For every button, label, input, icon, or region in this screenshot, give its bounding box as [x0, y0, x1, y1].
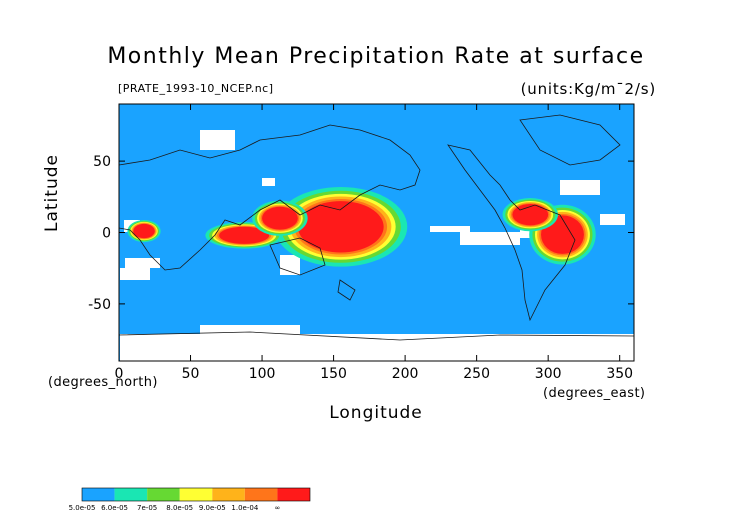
colorbar-swatch — [82, 488, 115, 501]
colorbar-swatch — [244, 488, 278, 501]
coastline — [519, 114, 621, 166]
coastline — [118, 124, 421, 271]
precip-contour — [262, 206, 298, 230]
colorbar: 5.0e-05 6.0e-05 7e-05 8.0e-05 9.0e-05 1.0e-04… — [69, 487, 311, 512]
colorbar-swatch — [114, 488, 148, 501]
source-file-label: [PRATE_1993-10_NCEP.nc] — [118, 82, 274, 95]
dry-patch — [460, 232, 520, 245]
colorbar-border — [81, 487, 311, 502]
colorbar-label: 9.0e-05 — [199, 504, 226, 512]
coastline — [269, 237, 326, 276]
colorbar-label: 8.0e-05 — [166, 504, 193, 512]
coastlines — [118, 114, 635, 341]
dry-patch — [200, 325, 300, 335]
x-axis-label: Longitude — [329, 403, 423, 423]
x-tick-label: 250 — [463, 366, 490, 382]
coastline — [118, 331, 635, 341]
dry-patch — [560, 180, 600, 195]
axis-ticks: 0 50 100 150 200 250 300 350 -50 0 50 — [88, 104, 634, 382]
dry-patch — [600, 214, 625, 225]
x-tick-label: 200 — [392, 366, 419, 382]
units-label: (units:Kg/m¯2/s) — [520, 80, 656, 98]
colorbar-swatch — [212, 488, 245, 501]
precip-region — [252, 200, 308, 236]
precip-region — [274, 186, 408, 267]
precip-region — [502, 198, 559, 232]
y-tick-label: -50 — [88, 297, 111, 313]
dry-patch — [262, 178, 275, 186]
x-axis-note-north: (degrees_north) — [48, 375, 158, 390]
coastline — [337, 279, 356, 301]
coastline — [447, 144, 576, 322]
colorbar-label: 7e-05 — [137, 504, 157, 512]
colorbar-swatch — [179, 488, 213, 501]
y-tick-label: 0 — [102, 226, 111, 242]
dry-patch — [125, 258, 160, 268]
colorbar-label: 5.0e-05 — [69, 504, 96, 512]
x-axis-note-east: (degrees_east) — [543, 386, 646, 401]
precip-contour — [219, 226, 270, 244]
dry-patch — [120, 268, 150, 280]
chart-title: Monthly Mean Precipitation Rate at surfa… — [107, 44, 645, 69]
x-tick-label: 100 — [249, 366, 276, 382]
colorbar-swatch — [147, 488, 180, 501]
colorbar-label: ∞ — [275, 504, 281, 512]
precip-contour — [133, 223, 155, 239]
precip-region — [127, 220, 161, 243]
precip-field — [119, 104, 634, 361]
x-tick-label: 50 — [182, 366, 200, 382]
colorbar-label: 6.0e-05 — [101, 504, 128, 512]
y-tick-label: 50 — [93, 154, 111, 170]
dry-patch — [120, 334, 634, 361]
x-tick-label: 300 — [535, 366, 562, 382]
precip-contour — [512, 203, 549, 226]
dry-patch — [280, 255, 300, 275]
x-tick-label: 0 — [115, 366, 124, 382]
x-tick-label: 150 — [320, 366, 347, 382]
dry-patch — [200, 130, 235, 150]
x-tick-label: 350 — [606, 366, 633, 382]
dry-patch — [430, 226, 470, 232]
colorbar-label: 1.0e-04 — [231, 504, 258, 512]
colorbar-swatch — [277, 488, 310, 501]
precip-contour — [297, 201, 384, 253]
